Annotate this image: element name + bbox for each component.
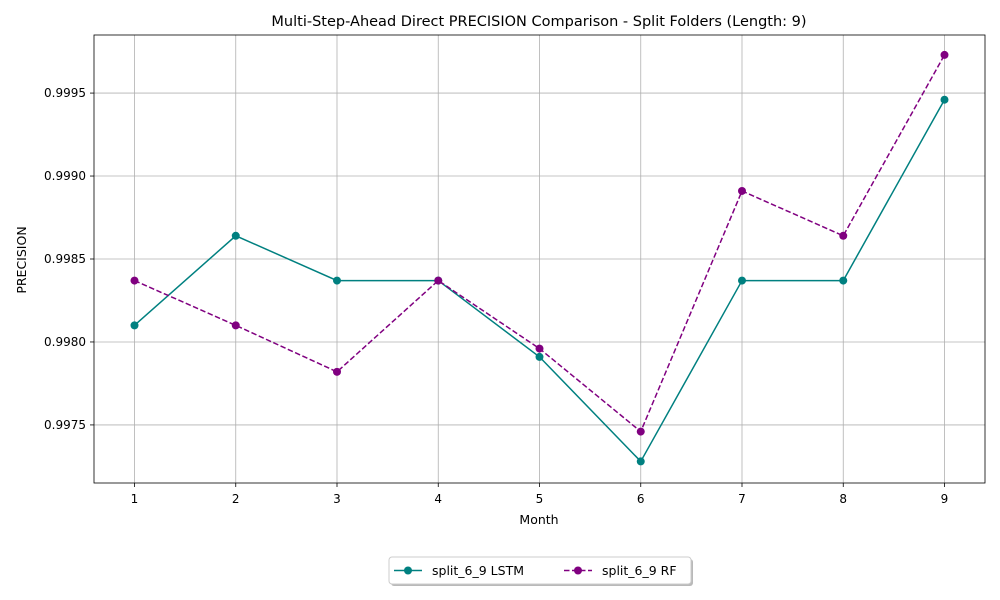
legend-swatch-marker: [574, 566, 582, 575]
data-point: [940, 95, 949, 104]
data-point: [940, 50, 949, 59]
x-tick-label: 3: [333, 492, 341, 506]
grid-lines: [94, 35, 985, 483]
data-point: [130, 321, 139, 330]
data-point: [738, 186, 746, 195]
chart-title: Multi-Step-Ahead Direct PRECISION Compar…: [271, 14, 806, 30]
data-point: [231, 321, 240, 330]
plot-frame: [93, 34, 986, 484]
x-tick-label: 5: [536, 492, 544, 506]
y-tick-label: 0.9990: [44, 169, 86, 183]
data-point: [839, 231, 848, 240]
y-tick-label: 0.9975: [44, 418, 86, 432]
y-tick-label: 0.9995: [44, 86, 86, 100]
x-tick-label: 2: [232, 492, 240, 506]
x-axis-label: Month: [519, 512, 558, 527]
data-point: [130, 276, 139, 285]
legend-label: split_6_9 RF: [602, 563, 677, 578]
y-tick-label: 0.9985: [44, 252, 86, 266]
series-1: [130, 95, 949, 466]
x-tick-label: 1: [131, 492, 139, 506]
legend-swatch-marker: [404, 566, 412, 575]
data-point: [636, 427, 645, 436]
axes: 1 2 3 4 5 6 7 8 9 0.9975 0.9980 0.9985 0.9990 0.9995: [44, 34, 986, 506]
x-tick-label: 4: [434, 492, 442, 506]
data-point: [333, 367, 341, 376]
series-layer: [130, 50, 949, 466]
data-point: [636, 457, 645, 466]
y-axis-label: PRECISION: [14, 226, 29, 293]
data-point: [535, 344, 544, 353]
y-tick-label: 0.9980: [44, 335, 86, 349]
x-tick-label: 6: [637, 492, 645, 506]
legend-item-2: split_6_9 RF: [564, 563, 677, 578]
data-point: [434, 276, 443, 285]
data-point: [333, 276, 341, 285]
legend-label: split_6_9 LSTM: [432, 563, 524, 578]
legend-item-1: split_6_9 LSTM: [394, 563, 524, 578]
x-tick-label: 9: [941, 492, 949, 506]
data-point: [535, 352, 544, 361]
data-point: [839, 276, 848, 285]
data-point: [738, 276, 746, 285]
data-point: [231, 231, 240, 240]
legend: split_6_9 LSTM split_6_9 RF: [388, 556, 693, 586]
series-2: [130, 50, 949, 436]
legend-box: [388, 556, 692, 585]
x-tick-label: 7: [738, 492, 746, 506]
x-tick-label: 8: [839, 492, 847, 506]
